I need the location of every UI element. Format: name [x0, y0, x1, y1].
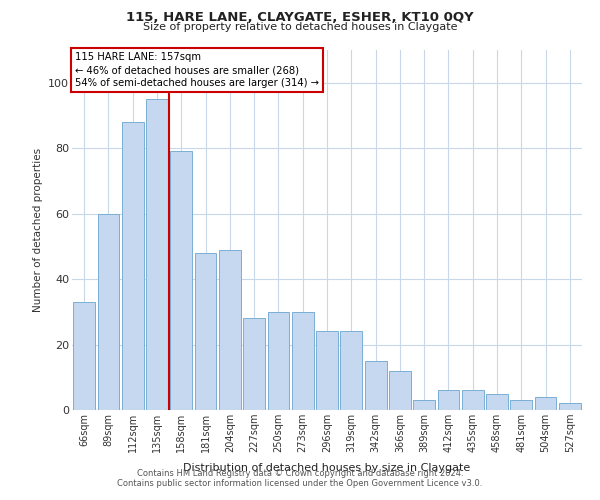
Text: Contains HM Land Registry data © Crown copyright and database right 2024.: Contains HM Land Registry data © Crown c…	[137, 468, 463, 477]
X-axis label: Distribution of detached houses by size in Claygate: Distribution of detached houses by size …	[184, 464, 470, 473]
Bar	[437, 390, 460, 410]
Bar	[340, 332, 362, 410]
Bar	[559, 404, 581, 410]
Bar	[292, 312, 314, 410]
Text: Contains public sector information licensed under the Open Government Licence v3: Contains public sector information licen…	[118, 478, 482, 488]
Bar	[389, 370, 411, 410]
Bar	[170, 152, 192, 410]
Bar	[316, 332, 338, 410]
Y-axis label: Number of detached properties: Number of detached properties	[32, 148, 43, 312]
Bar	[462, 390, 484, 410]
Bar	[511, 400, 532, 410]
Text: Size of property relative to detached houses in Claygate: Size of property relative to detached ho…	[143, 22, 457, 32]
Text: 115 HARE LANE: 157sqm
← 46% of detached houses are smaller (268)
54% of semi-det: 115 HARE LANE: 157sqm ← 46% of detached …	[74, 52, 319, 88]
Bar	[243, 318, 265, 410]
Bar	[122, 122, 143, 410]
Bar	[535, 397, 556, 410]
Bar	[219, 250, 241, 410]
Bar	[413, 400, 435, 410]
Text: 115, HARE LANE, CLAYGATE, ESHER, KT10 0QY: 115, HARE LANE, CLAYGATE, ESHER, KT10 0Q…	[126, 11, 474, 24]
Bar	[194, 253, 217, 410]
Bar	[365, 361, 386, 410]
Bar	[73, 302, 95, 410]
Bar	[97, 214, 119, 410]
Bar	[146, 99, 168, 410]
Bar	[486, 394, 508, 410]
Bar	[268, 312, 289, 410]
